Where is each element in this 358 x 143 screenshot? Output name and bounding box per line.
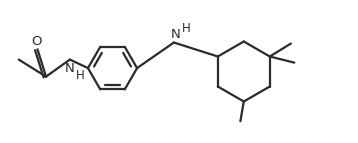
Text: H: H (76, 69, 84, 82)
Text: H: H (182, 22, 190, 35)
Text: N: N (65, 62, 75, 75)
Text: O: O (32, 35, 42, 48)
Text: N: N (170, 28, 180, 41)
